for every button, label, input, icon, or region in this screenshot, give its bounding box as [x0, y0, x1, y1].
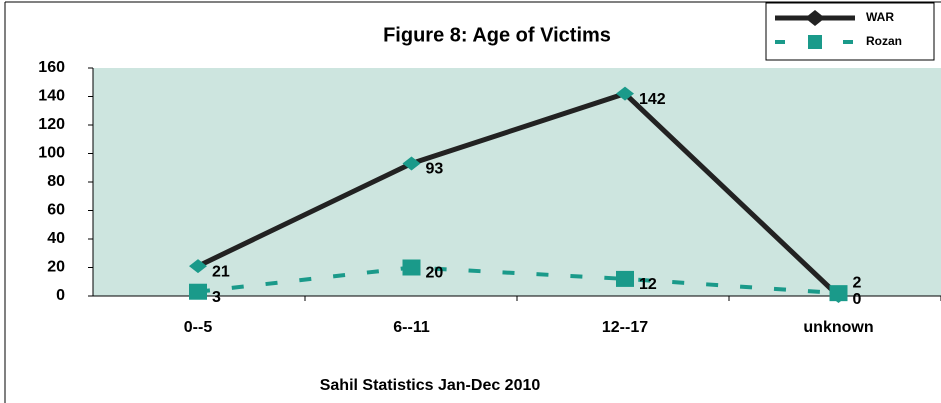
legend-marker	[805, 10, 825, 26]
y-tick-label: 100	[38, 145, 65, 162]
y-tick-label: 140	[38, 88, 65, 105]
marker	[616, 86, 634, 101]
y-tick-label: 20	[47, 259, 65, 276]
y-tick-label: 160	[38, 59, 65, 76]
marker	[402, 259, 421, 276]
chart-title: Figure 8: Age of Victims	[383, 24, 611, 46]
data-label: 3	[212, 289, 221, 306]
x-tick-label: 0--5	[184, 319, 213, 336]
series-line	[196, 90, 841, 298]
data-label: 142	[639, 91, 666, 108]
legend: WAR Rozan	[765, 2, 935, 61]
data-label: 20	[426, 265, 444, 282]
data-label: 2	[853, 274, 862, 291]
marker	[189, 283, 207, 300]
y-tick-label: 40	[47, 230, 65, 247]
data-label: 0	[853, 291, 862, 308]
marker	[829, 285, 848, 302]
x-tick-label: 6--11	[393, 319, 430, 336]
x-tick-label: unknown	[803, 319, 873, 336]
y-tick-label: 80	[47, 173, 65, 190]
y-tick-label: 60	[47, 202, 65, 219]
y-tick-label: 120	[38, 116, 65, 133]
legend-marker	[808, 35, 822, 49]
marker	[616, 270, 634, 287]
data-label: 93	[426, 161, 444, 178]
chart-subtitle: Sahil Statistics Jan-Dec 2010	[320, 377, 541, 394]
x-tick-label: 12--17	[602, 319, 648, 336]
y-tick-label: 0	[56, 287, 65, 304]
legend-label: Rozan	[866, 34, 902, 48]
legend-box	[765, 2, 935, 61]
legend-label: WAR	[866, 10, 894, 24]
series-line	[197, 265, 839, 296]
marker	[402, 156, 421, 171]
marker	[189, 259, 207, 274]
plot-area	[93, 68, 941, 296]
data-label: 12	[639, 276, 657, 293]
data-label: 21	[212, 263, 230, 280]
